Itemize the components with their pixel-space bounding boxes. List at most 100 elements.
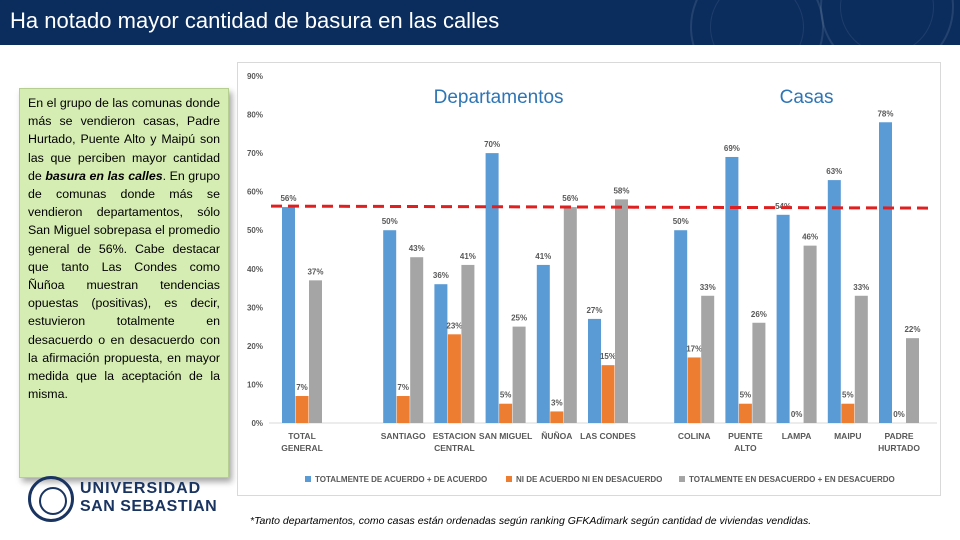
- header-seal-watermark: [690, 0, 824, 45]
- commentary-emphasis: basura en las calles: [45, 168, 163, 183]
- y-tick-label: 20%: [247, 342, 263, 351]
- y-tick-label: 50%: [247, 226, 263, 235]
- x-tick-label: LAMPA: [782, 431, 812, 441]
- bar-1: [776, 214, 790, 423]
- bar-1: [725, 156, 739, 423]
- x-tick-label: COLINA: [678, 431, 711, 441]
- y-tick-label: 70%: [247, 149, 263, 158]
- group-label-casas: Casas: [780, 87, 834, 108]
- x-tick-label: ALTO: [734, 443, 757, 453]
- data-label: 3%: [551, 398, 563, 407]
- data-label: 56%: [280, 194, 296, 203]
- university-logo: UNIVERSIDAD SAN SEBASTIAN: [28, 474, 228, 526]
- bar-2: [295, 396, 309, 423]
- bar-2: [447, 334, 461, 423]
- data-label: 7%: [296, 383, 308, 392]
- legend-label: NI DE ACUERDO NI EN DESACUERDO: [516, 475, 662, 484]
- bar-1: [588, 318, 601, 423]
- x-tick-label: GENERAL: [281, 443, 323, 453]
- bar-2: [841, 403, 855, 423]
- legend-swatch: [305, 476, 311, 482]
- y-tick-label: 30%: [247, 303, 263, 312]
- legend-label: TOTALMENTE DE ACUERDO + DE ACUERDO: [315, 475, 487, 484]
- y-tick-label: 40%: [247, 265, 263, 274]
- x-tick-label: ESTACION: [433, 431, 476, 441]
- data-label: 63%: [826, 167, 842, 176]
- chart-frame: [237, 62, 941, 496]
- bar-3: [803, 245, 817, 423]
- header-seal-watermark: [820, 0, 954, 45]
- data-label: 23%: [446, 321, 462, 330]
- data-label: 0%: [791, 410, 803, 419]
- y-tick-label: 80%: [247, 111, 263, 120]
- bar-2: [396, 396, 410, 423]
- x-tick-label: PADRE: [884, 431, 913, 441]
- bar-2: [738, 403, 752, 423]
- bar-3: [512, 326, 526, 423]
- header-bar: Ha notado mayor cantidad de basura en la…: [0, 0, 960, 45]
- data-label: 41%: [460, 252, 476, 261]
- legend-label: TOTALMENTE EN DESACUERDO + EN DESACUERDO: [689, 475, 895, 484]
- bar-1: [434, 284, 448, 423]
- data-label: 5%: [500, 391, 512, 400]
- bar-3: [461, 264, 475, 423]
- page-title: Ha notado mayor cantidad de basura en la…: [10, 8, 500, 33]
- x-tick-label: MAIPU: [834, 431, 861, 441]
- bar-3: [701, 295, 715, 423]
- x-tick-label: TOTAL: [288, 431, 316, 441]
- data-label: 46%: [802, 233, 818, 242]
- y-tick-label: 10%: [247, 380, 263, 389]
- x-tick-label: CENTRAL: [434, 443, 475, 453]
- data-label: 36%: [433, 271, 449, 280]
- bar-1: [485, 153, 499, 423]
- bar-chart: 0% 10% 20% 30% 40% 50% 60% 70% 80% 90% 56% 50% 36% 70…: [247, 72, 937, 484]
- commentary-box: En el grupo de las comunas donde más se …: [19, 88, 229, 478]
- data-label: 78%: [877, 109, 893, 118]
- bar-3: [615, 199, 628, 423]
- data-label: 58%: [613, 186, 629, 195]
- data-label: 17%: [686, 344, 702, 353]
- data-label: 43%: [409, 244, 425, 253]
- data-label: 5%: [842, 391, 854, 400]
- bar-2: [499, 403, 513, 423]
- bar-1: [383, 230, 397, 423]
- data-label: 22%: [904, 325, 920, 334]
- x-tick-label: LAS CONDES: [580, 431, 636, 441]
- data-label: 0%: [893, 410, 905, 419]
- bar-3: [752, 322, 766, 423]
- data-label: 41%: [535, 252, 551, 261]
- reference-line-average: [270, 204, 935, 210]
- data-label: 50%: [673, 217, 689, 226]
- university-seal-icon: [28, 476, 74, 522]
- bar-2: [550, 411, 564, 423]
- data-label: 37%: [307, 267, 323, 276]
- data-label: 25%: [511, 314, 527, 323]
- bar-1: [827, 180, 841, 423]
- x-tick-label: HURTADO: [878, 443, 920, 453]
- commentary-text: En el grupo de las comunas donde más se …: [28, 94, 220, 403]
- data-label: 33%: [700, 283, 716, 292]
- bar-3: [906, 338, 919, 423]
- bar-2: [601, 365, 615, 423]
- bar-1: [674, 230, 688, 423]
- y-tick-label: 60%: [247, 188, 263, 197]
- bar-1: [536, 264, 550, 423]
- legend-swatch: [679, 476, 685, 482]
- footnote: *Tanto departamentos, como casas están o…: [250, 515, 812, 527]
- x-tick-label: SAN MIGUEL: [479, 431, 532, 441]
- bar-1: [879, 122, 892, 423]
- x-tick-label: PUENTE: [728, 431, 763, 441]
- data-label: 5%: [740, 391, 752, 400]
- legend-swatch: [506, 476, 512, 482]
- x-tick-label: ÑUÑOA: [541, 431, 572, 441]
- data-label: 7%: [397, 383, 409, 392]
- bar-1: [282, 207, 295, 423]
- data-label: 70%: [484, 140, 500, 149]
- bar-2: [687, 357, 701, 423]
- data-label: 27%: [586, 306, 602, 315]
- bar-3: [410, 257, 424, 423]
- x-tick-label: SANTIAGO: [381, 431, 426, 441]
- data-label: 15%: [600, 352, 616, 361]
- y-tick-label: 0%: [251, 419, 263, 428]
- y-tick-label: 90%: [247, 72, 263, 81]
